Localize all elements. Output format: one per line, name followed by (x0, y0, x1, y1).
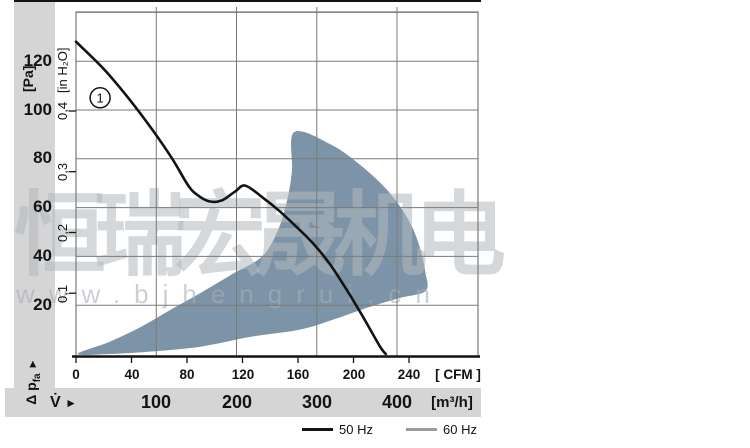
bottom-axis-band (5, 388, 481, 417)
cfm-tick: 120 (231, 367, 255, 382)
cfm-tick: 80 (179, 367, 195, 382)
dp-axis-label-sub: fa (32, 373, 43, 383)
up-arrow-icon: ► (27, 358, 40, 370)
inh2o-tick: 0,2 (55, 223, 70, 242)
legend-60hz: 60 Hz (406, 422, 477, 437)
cfm-tick: 200 (342, 367, 366, 382)
flow-axis-label-text: V̇ (50, 394, 61, 411)
right-arrow-icon: ► (65, 396, 78, 410)
svg-text:1: 1 (96, 90, 103, 105)
pa-tick: 20 (33, 295, 52, 314)
cfm-tick: 160 (286, 367, 310, 382)
inh2o-tick: 0,3 (55, 162, 70, 181)
legend-line-60hz-icon (406, 428, 437, 431)
legend-line-50hz-icon (302, 428, 333, 431)
m3h-tick: 100 (140, 392, 172, 412)
dp-axis-label-text: Δ p (23, 382, 40, 405)
flow-axis-label: V̇ ► (50, 394, 77, 412)
cfm-unit-label: [ CFM ] (435, 367, 481, 382)
inh2o-tick: 0,1 (55, 284, 70, 303)
m3h-tick: 400 (381, 392, 413, 412)
legend-50hz-label: 50 Hz (339, 422, 373, 437)
pa-tick: 60 (33, 197, 52, 216)
pa-tick: 80 (33, 148, 52, 167)
cfm-tick: 0 (72, 367, 80, 382)
inh2o-unit-label: [in H₂O] (55, 47, 70, 94)
legend-60hz-label: 60 Hz (443, 422, 477, 437)
m3h-unit-label: [m³/h] (431, 394, 473, 411)
left-axis-band (14, 2, 55, 417)
m3h-tick: 200 (221, 392, 253, 412)
inh2o-tick: 0,4 (55, 101, 70, 120)
legend-50hz: 50 Hz (302, 422, 373, 437)
cfm-tick: 240 (397, 367, 421, 382)
pa-tick: 40 (33, 246, 52, 265)
pa-tick: 100 (23, 100, 52, 119)
pa-tick: 120 (23, 51, 52, 70)
dp-axis-label: Δ pfa ► (23, 359, 46, 405)
m3h-tick: 300 (301, 392, 333, 412)
cfm-tick: 40 (124, 367, 140, 382)
